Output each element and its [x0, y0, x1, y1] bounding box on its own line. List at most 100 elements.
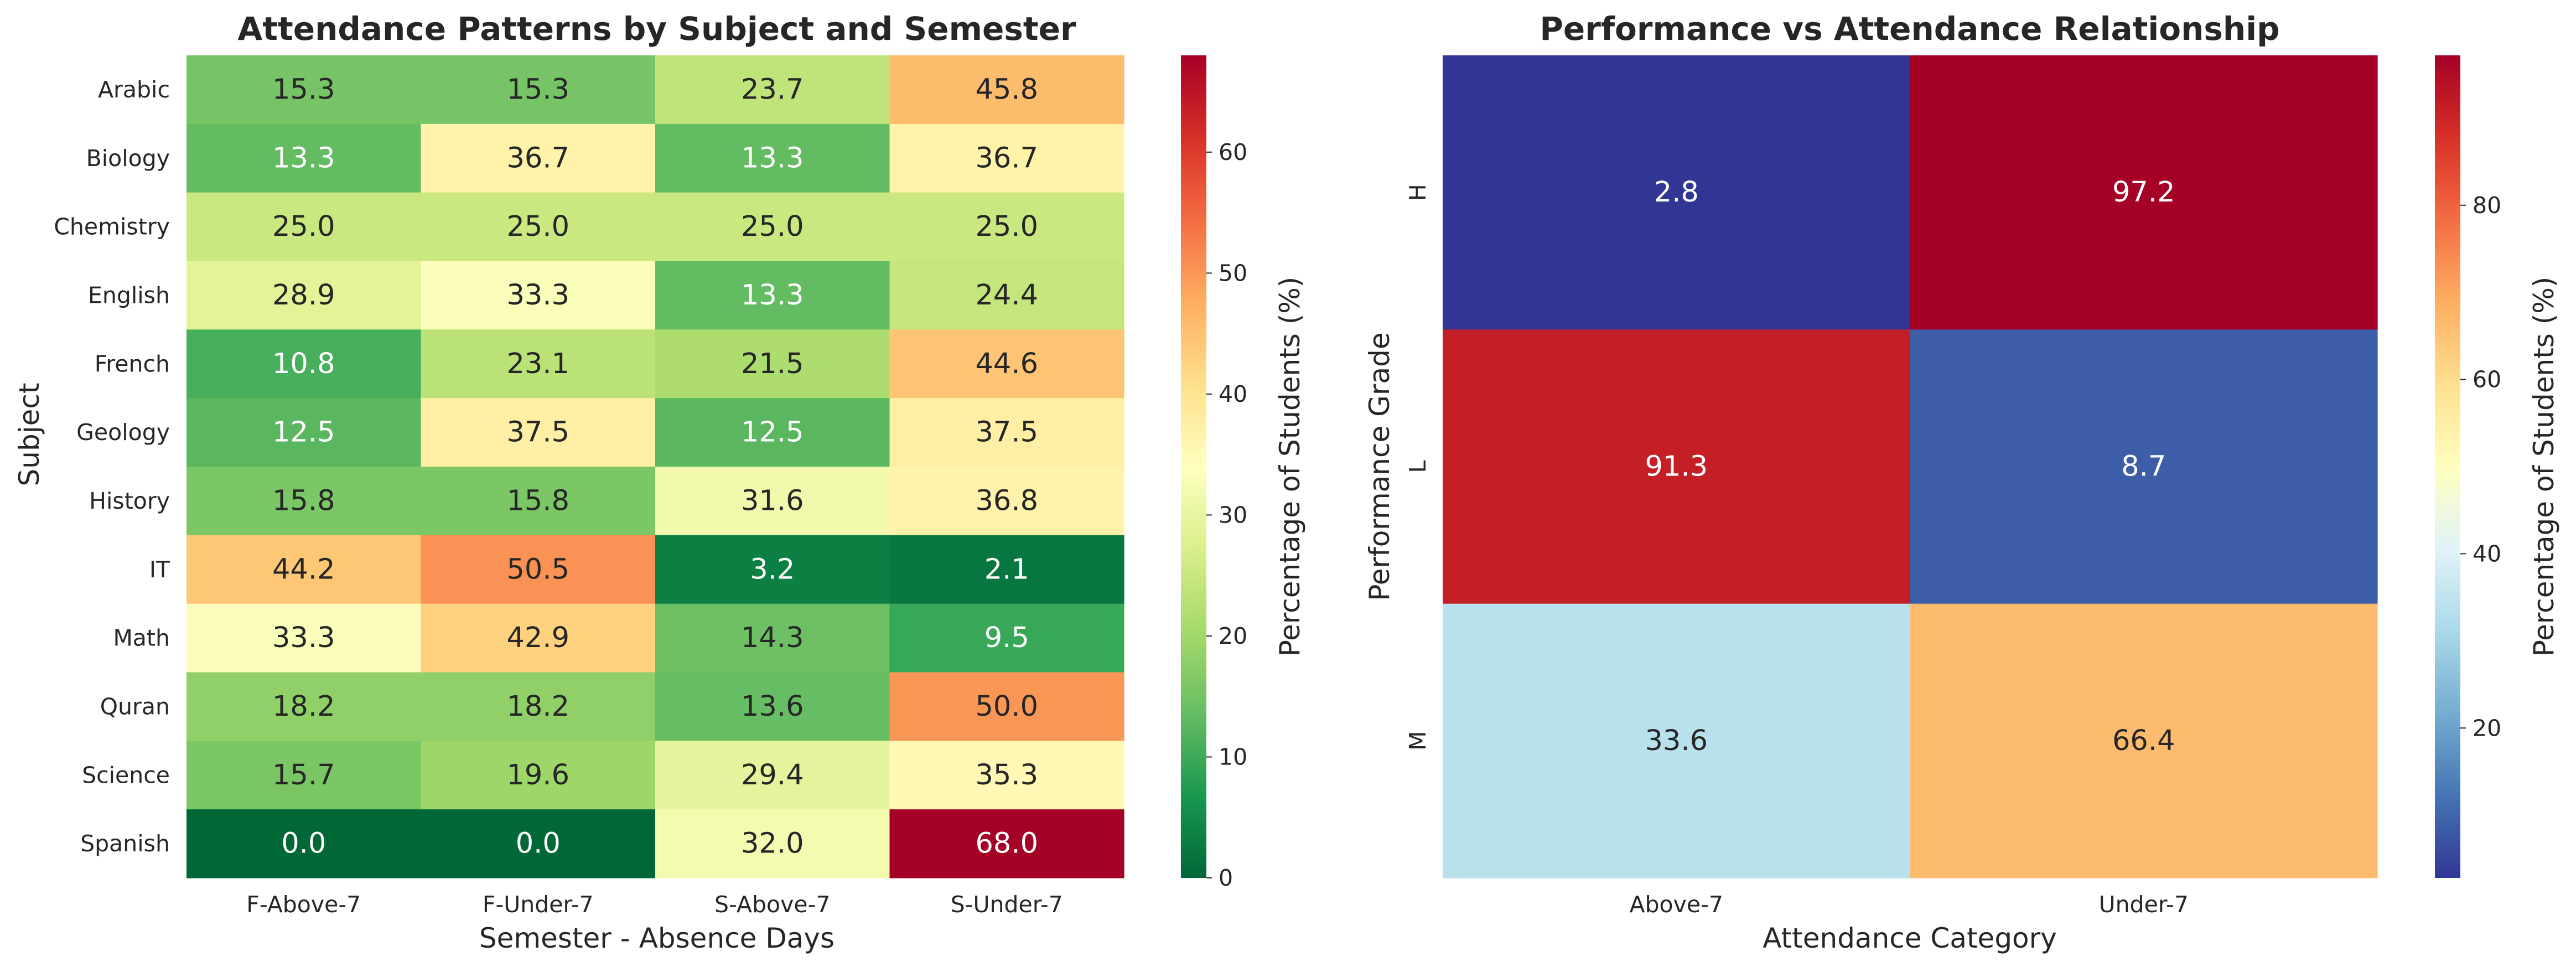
cell-value-label: 31.6 [741, 484, 804, 517]
cell-value-label: 66.4 [2112, 725, 2175, 757]
heatmap-cell [655, 192, 890, 262]
heatmap-cell [421, 329, 656, 399]
cell-value-label: 33.3 [272, 622, 335, 654]
x-tick-label: Above-7 [1629, 891, 1723, 918]
heatmap-cell [655, 535, 890, 604]
colorbar-tick-label: 60 [1219, 139, 1247, 166]
heatmap-cell [421, 398, 656, 467]
y-tick-label: Arabic [98, 76, 170, 103]
heatmap-cell [186, 398, 422, 467]
cell-value-label: 36.7 [506, 142, 569, 174]
y-axis-label: Performance Grade [1364, 332, 1396, 601]
heatmap-cell [1443, 55, 1911, 330]
heatmap-cell [186, 261, 422, 330]
heatmap-cell [1910, 329, 2378, 604]
y-tick-label: English [88, 282, 170, 308]
y-tick-label: Biology [86, 145, 170, 172]
heatmap-cell [655, 603, 890, 673]
cell-value-label: 44.6 [975, 348, 1038, 380]
y-tick-label: Quran [100, 693, 170, 720]
y-tick-label: IT [149, 556, 170, 583]
heatmap-cell [889, 535, 1124, 604]
heatmap-cell [889, 741, 1124, 810]
colorbar-tick-label: 20 [2473, 715, 2501, 741]
cell-value-label: 18.2 [506, 690, 569, 723]
heatmap-cell [186, 123, 422, 193]
heatmap-cell [186, 535, 422, 604]
cell-value-label: 37.5 [506, 416, 569, 449]
cell-value-label: 12.5 [272, 416, 335, 449]
cell-value-label: 15.3 [272, 73, 335, 106]
attendance-heatmap-panel: Attendance Patterns by Subject and Semes… [13, 10, 1306, 954]
cell-value-label: 15.3 [506, 73, 569, 106]
heatmap-cell [421, 55, 656, 125]
colorbar-tick-label: 40 [2473, 540, 2501, 567]
heatmap-cell [655, 467, 890, 536]
cell-value-label: 19.6 [506, 759, 569, 792]
heatmap-cell [655, 261, 890, 330]
heatmap-cell [186, 55, 422, 125]
heatmap-cell [421, 467, 656, 536]
heatmap-cell [421, 123, 656, 193]
colorbar-tick-label: 40 [1219, 381, 1247, 407]
cell-value-label: 29.4 [741, 759, 804, 792]
colorbar-ticks: 0 10 20 30 40 50 60 [1206, 139, 1247, 891]
heatmap-cell [655, 809, 890, 878]
colorbar-tick-label: 20 [1219, 623, 1247, 649]
x-tick-label: S-Above-7 [714, 891, 830, 918]
cell-value-label: 50.0 [975, 690, 1038, 723]
heatmap-cell [889, 123, 1124, 193]
heatmap-cell [186, 467, 422, 536]
heatmap-cell [655, 55, 890, 125]
cell-value-label: 13.3 [741, 279, 804, 312]
heatmap-cell [421, 741, 656, 810]
cell-value-label: 15.8 [272, 484, 335, 517]
cell-value-label: 50.5 [506, 553, 569, 586]
x-tick-label: F-Above-7 [246, 891, 361, 918]
colorbar-tick-label: 10 [1219, 743, 1247, 770]
cell-value-label: 37.5 [975, 416, 1038, 449]
cell-value-label: 2.8 [1654, 176, 1699, 209]
cell-value-label: 44.2 [272, 553, 335, 586]
colorbar-tick-label: 50 [1219, 260, 1247, 286]
heatmap-cell [655, 672, 890, 741]
x-tick-label: S-Under-7 [951, 891, 1063, 918]
cell-value-label: 14.3 [741, 622, 804, 654]
cell-value-label: 42.9 [506, 622, 569, 654]
y-tick-labels: Arabic Biology Chemistry English French Geolo… [54, 76, 170, 857]
cell-value-label: 0.0 [516, 828, 561, 860]
cell-value-label: 12.5 [741, 416, 804, 449]
heatmap-cell [889, 672, 1124, 741]
heatmap-cell [186, 809, 422, 878]
heatmap-cell [186, 192, 422, 262]
colorbar-tick-label: 80 [2473, 192, 2501, 219]
performance-heatmap-panel: Performance vs Attendance Relationship 2… [1364, 10, 2560, 954]
y-tick-label: Geology [76, 419, 170, 446]
cell-value-label: 24.4 [975, 279, 1038, 312]
heatmap-cell [186, 672, 422, 741]
y-tick-label: L [1404, 460, 1431, 473]
heatmap-cell [889, 398, 1124, 467]
y-tick-label: M [1404, 731, 1431, 751]
cell-value-label: 33.3 [506, 279, 569, 312]
chart-title: Performance vs Attendance Relationship [1540, 10, 2279, 48]
colorbar [1181, 55, 1206, 878]
cell-value-label: 18.2 [272, 690, 335, 723]
cell-value-label: 68.0 [975, 828, 1038, 860]
y-tick-label: Spanish [80, 830, 170, 857]
heatmap-cell [889, 329, 1124, 399]
cell-value-label: 97.2 [2112, 176, 2175, 209]
y-axis-label: Subject [13, 383, 45, 487]
cell-value-label: 13.3 [272, 142, 335, 174]
heatmap-cell [655, 123, 890, 193]
cell-value-label: 15.7 [272, 759, 335, 792]
x-axis-label: Semester - Absence Days [479, 922, 835, 954]
heatmap-cell [889, 261, 1124, 330]
y-tick-label: French [95, 350, 170, 377]
x-axis-label: Attendance Category [1763, 922, 2057, 954]
cell-value-label: 8.7 [2121, 451, 2166, 483]
heatmap-cell [186, 329, 422, 399]
colorbar-tick-label: 60 [2473, 366, 2501, 393]
